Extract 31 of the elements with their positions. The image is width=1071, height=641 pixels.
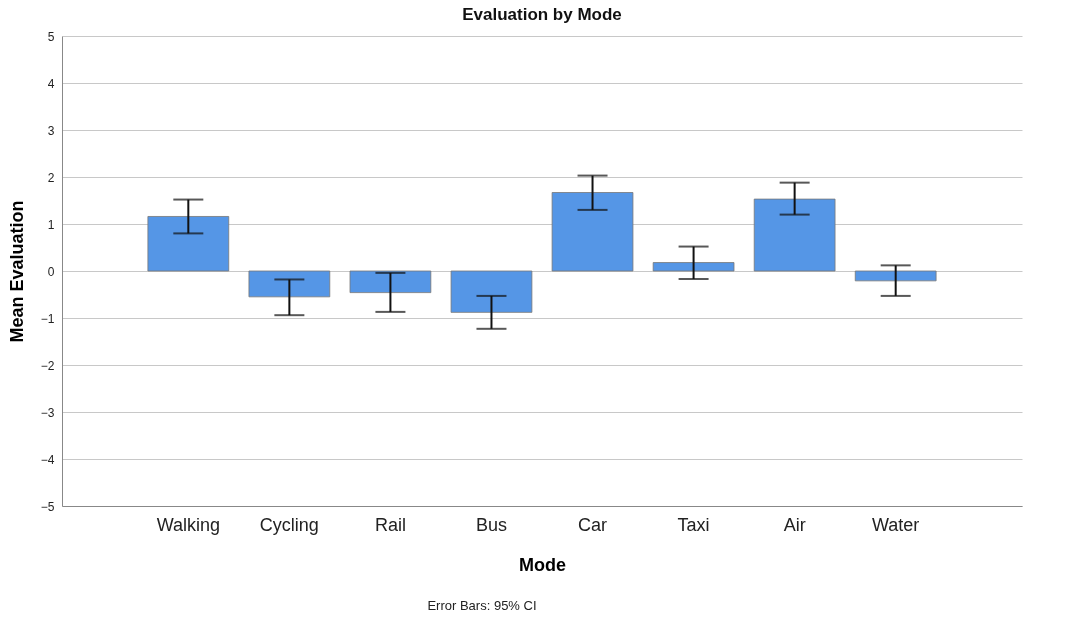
bar <box>147 216 230 272</box>
x-axis-title: Mode <box>519 554 566 575</box>
x-tick-label: Air <box>783 514 806 535</box>
y-tick-label: −3 <box>40 405 55 420</box>
y-tick-label: −1 <box>40 311 55 326</box>
bar <box>753 198 836 272</box>
bar <box>450 270 533 313</box>
text: Error Bars: 95% CI <box>427 598 537 613</box>
y-tick-label: 3 <box>47 123 55 138</box>
y-tick-label: 5 <box>47 29 55 44</box>
y-tick-label: −5 <box>40 499 55 514</box>
bar <box>248 270 331 298</box>
bar <box>349 270 432 294</box>
y-tick-label: −2 <box>40 358 55 373</box>
x-tick-label: Cycling <box>259 514 319 535</box>
chart-title: Evaluation by Mode <box>462 5 622 24</box>
x-tick-label: Bus <box>475 514 507 535</box>
y-tick-label: 0 <box>47 264 55 279</box>
x-tick-label: Water <box>872 514 920 535</box>
y-axis-title: Mean Evaluation <box>6 200 27 343</box>
y-tick-label: 4 <box>47 76 55 91</box>
x-tick-label: Car <box>578 514 608 535</box>
x-tick-label: Walking <box>156 514 220 535</box>
bar <box>551 192 634 272</box>
x-tick-label: Rail <box>374 514 406 535</box>
y-tick-label: 2 <box>47 170 55 185</box>
y-tick-label: −4 <box>40 452 55 467</box>
x-tick-label: Taxi <box>677 514 710 535</box>
bar <box>652 262 735 272</box>
y-tick-label: 1 <box>47 217 55 232</box>
bar <box>854 270 937 282</box>
